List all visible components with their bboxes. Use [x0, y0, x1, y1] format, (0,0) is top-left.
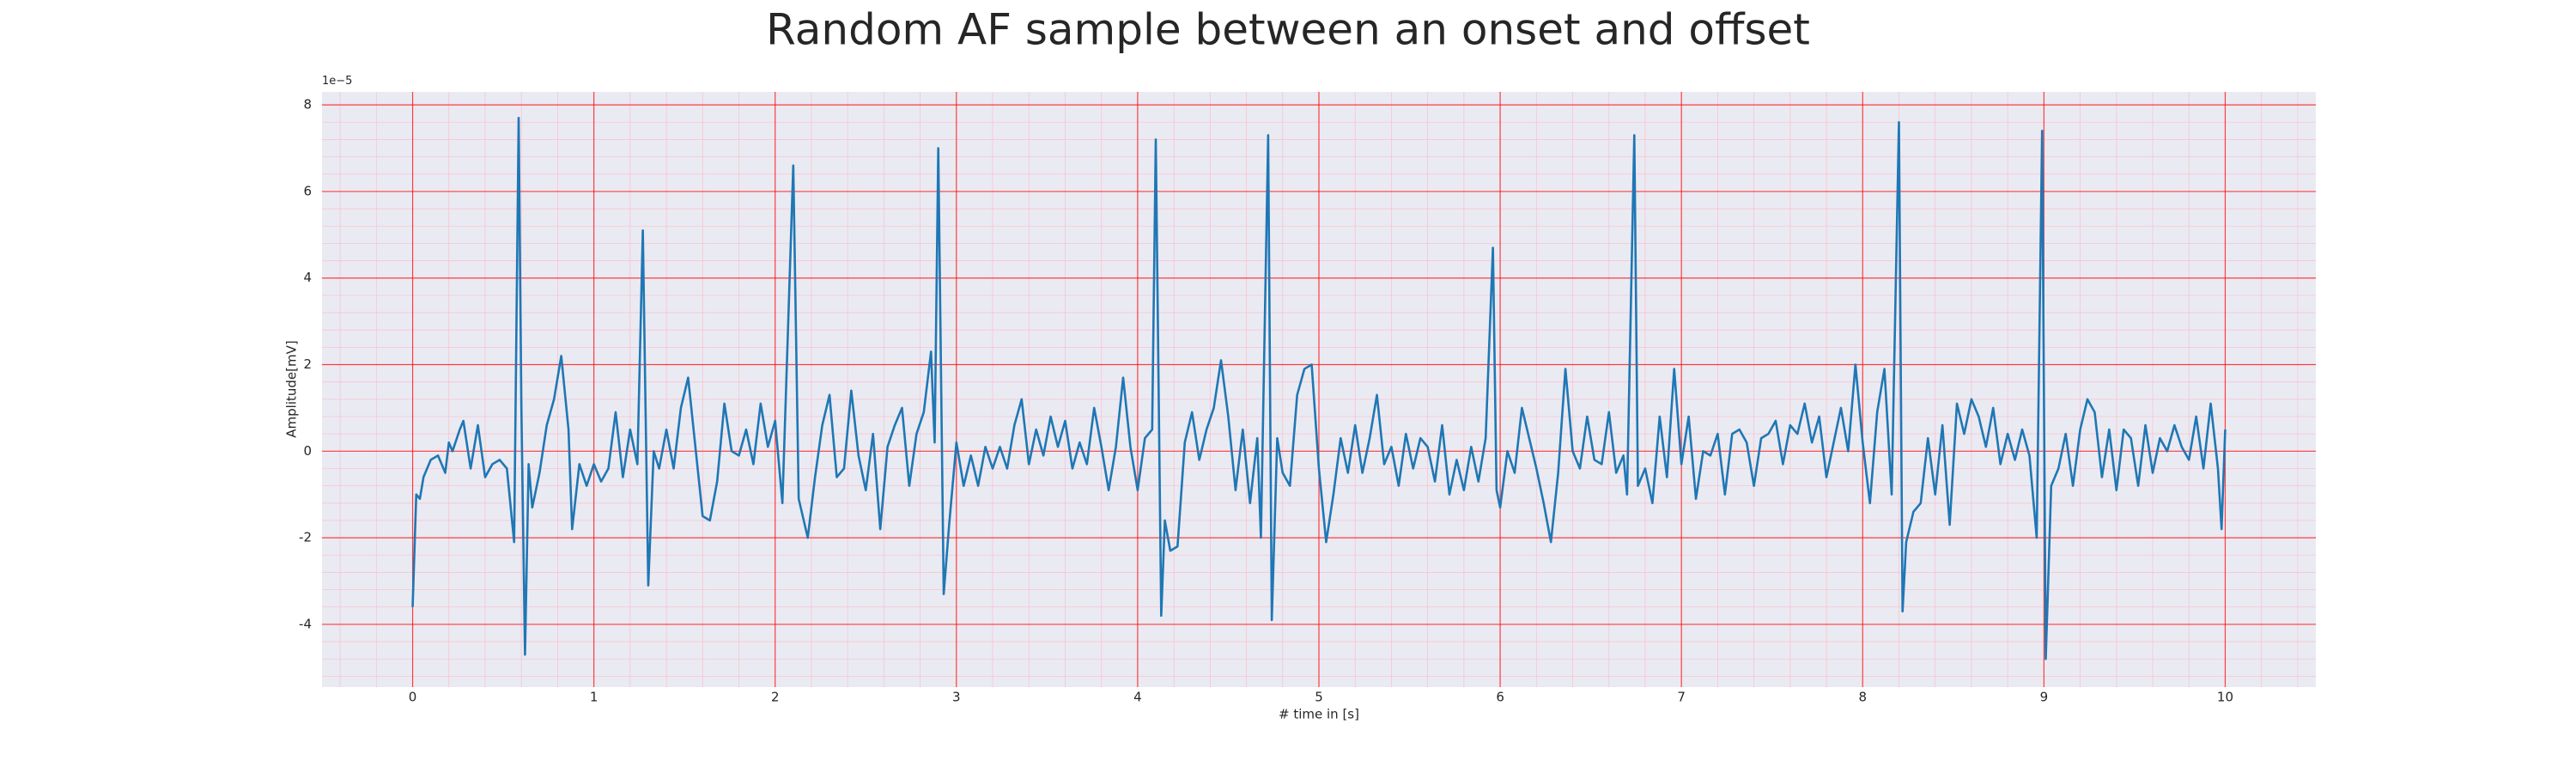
x-tick-label: 6	[1496, 690, 1504, 705]
y-tick-label: 6	[303, 183, 312, 198]
x-tick-label: 2	[771, 690, 780, 705]
x-tick-label: 0	[409, 690, 417, 705]
line-series	[411, 116, 2227, 660]
x-axis-label: # time in [s]	[1279, 707, 1359, 722]
chart-title: Random AF sample between an onset and of…	[766, 5, 1810, 55]
x-tick-label: 5	[1315, 690, 1323, 705]
y-tick-label: -2	[299, 530, 312, 545]
y-tick-label: -4	[299, 616, 312, 631]
x-tick-label: 4	[1133, 690, 1142, 705]
x-tick-label: 7	[1677, 690, 1686, 705]
y-tick-label: 8	[303, 97, 312, 113]
y-tick-label: 4	[303, 270, 312, 285]
y-tick-label: 0	[303, 443, 312, 459]
y-offset-label: 1e−5	[322, 75, 352, 88]
x-tick-label: 9	[2040, 690, 2049, 705]
y-axis-label: Amplitude[mV]	[284, 340, 300, 437]
y-tick-label: 2	[303, 356, 312, 372]
x-tick-label: 10	[2217, 690, 2233, 705]
x-tick-label: 8	[1858, 690, 1867, 705]
x-tick-label: 3	[952, 690, 961, 705]
x-tick-label: 1	[590, 690, 598, 705]
